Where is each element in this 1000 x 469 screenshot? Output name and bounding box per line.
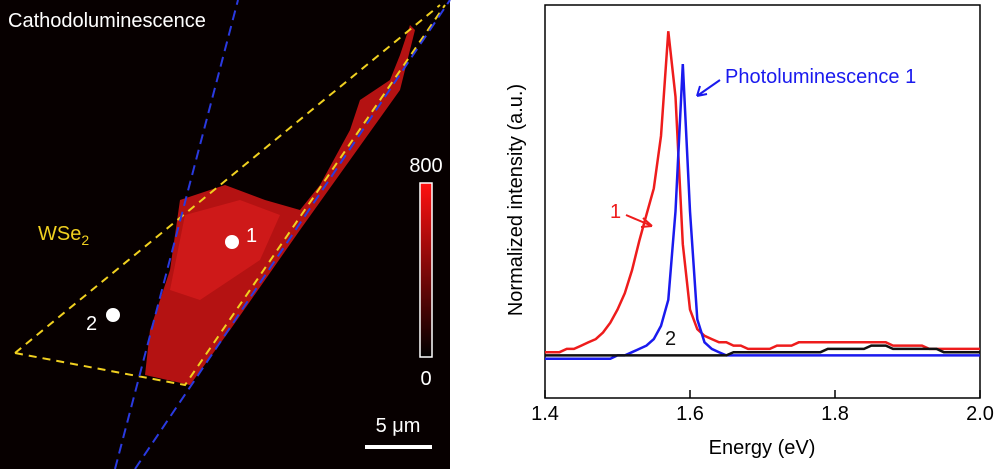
x-axis-label: Energy (eV) xyxy=(709,437,816,459)
series-label: 1 xyxy=(610,201,621,223)
y-axis-label: Normalized intensity (a.u.) xyxy=(505,84,527,316)
x-tick-label: 1.6 xyxy=(676,403,704,425)
series-line xyxy=(545,31,980,354)
edge-line xyxy=(114,0,239,469)
flake-outline xyxy=(14,4,446,387)
spectrum-chart: Energy (eV) Normalized intensity (a.u.) … xyxy=(505,4,994,459)
point-label: 2 xyxy=(86,313,97,335)
emission-region xyxy=(145,25,415,385)
series-line xyxy=(545,344,980,357)
flake-outline xyxy=(14,4,441,354)
colorbar xyxy=(419,182,433,358)
annotation-arrow xyxy=(696,79,721,97)
material-subscript: 2 xyxy=(81,232,89,248)
plot-frame xyxy=(544,4,981,399)
point-marker xyxy=(225,235,239,249)
colorbar-min: 0 xyxy=(420,368,431,390)
series-label: Photoluminescence 1 xyxy=(725,66,916,88)
point-marker xyxy=(106,308,120,322)
material-name: WSe xyxy=(38,223,81,245)
annotation-arrow xyxy=(625,214,653,228)
image-title: Cathodoluminescence xyxy=(8,10,206,32)
x-tick-label: 1.4 xyxy=(531,403,559,425)
material-label: WSe2 xyxy=(38,223,89,248)
edge-line xyxy=(134,0,451,469)
point-label: 1 xyxy=(246,225,257,247)
cl-image: Cathodoluminescence WSe2 1 2 800 0 5 μm xyxy=(0,0,451,469)
x-tick-label: 2.0 xyxy=(966,403,994,425)
scale-bar-label: 5 μm xyxy=(376,415,421,437)
x-tick-label: 1.8 xyxy=(821,403,849,425)
series-label: 2 xyxy=(665,328,676,350)
colorbar-max: 800 xyxy=(409,155,442,177)
emission-region xyxy=(170,200,280,300)
